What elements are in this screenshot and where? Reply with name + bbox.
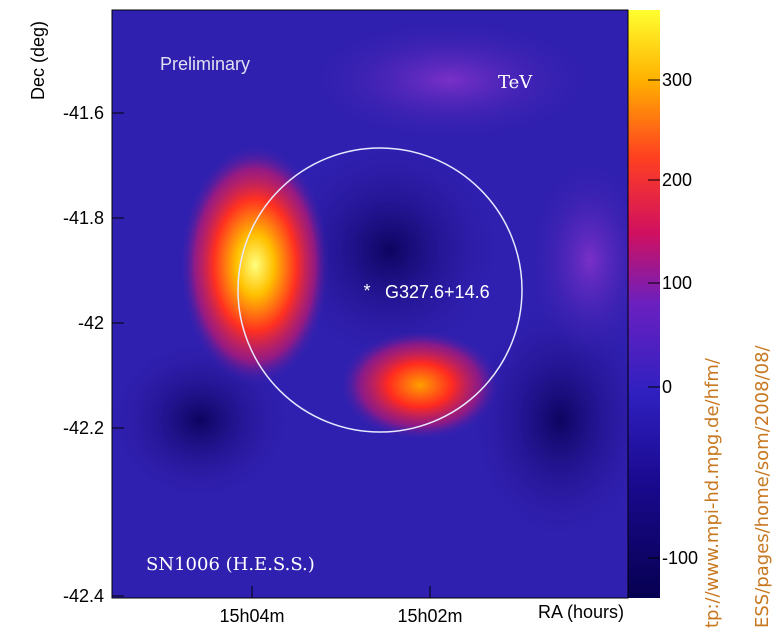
object-label: G327.6+14.6 xyxy=(385,282,490,302)
y-tick-label: -41.8 xyxy=(63,208,104,228)
watermark-url: tp://www.mpi-hd.mpg.de/hfm/ xyxy=(702,357,723,628)
colorbar-tick-label: 0 xyxy=(662,377,672,397)
y-tick-label: -42.4 xyxy=(63,586,104,606)
emission-blob xyxy=(340,330,500,440)
shade xyxy=(310,20,590,140)
x-tick-label: 15h02m xyxy=(397,606,462,626)
colorbar-tick-label: 100 xyxy=(662,273,692,293)
colorbar-tick-label: 300 xyxy=(662,70,692,90)
watermark-url: ESS/pages/home/som/2008/08/ xyxy=(752,344,773,628)
colorbar-tick-label: -100 xyxy=(662,548,698,568)
energy-label: TeV xyxy=(498,72,533,93)
star-marker: * xyxy=(363,281,370,301)
y-tick-label: -42 xyxy=(78,313,104,333)
colorbar-tick-label: 200 xyxy=(662,170,692,190)
annotation: Preliminary xyxy=(160,54,250,74)
emission-blob xyxy=(180,145,330,385)
y-tick-label: -42.2 xyxy=(63,418,104,438)
x-axis-label: RA (hours) xyxy=(538,602,624,622)
colorbar xyxy=(628,10,660,598)
sky-map-figure: * G327.6+14.6 Preliminary TeV SN1006 (H.… xyxy=(0,0,784,628)
x-tick-label: 15h04m xyxy=(219,606,284,626)
y-axis-label: Dec (deg) xyxy=(28,21,48,100)
y-tick-label: -41.6 xyxy=(63,103,104,123)
caption: SN1006 (H.E.S.S.) xyxy=(146,554,315,575)
